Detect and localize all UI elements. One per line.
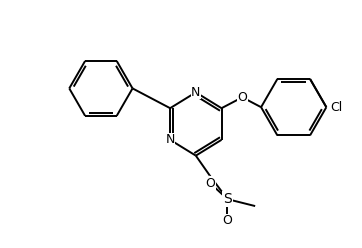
Text: O: O bbox=[206, 177, 216, 190]
Text: O: O bbox=[237, 91, 247, 104]
Text: S: S bbox=[223, 192, 232, 206]
Text: N: N bbox=[165, 133, 175, 146]
Text: Cl: Cl bbox=[330, 101, 342, 114]
Text: N: N bbox=[191, 86, 201, 99]
Text: O: O bbox=[223, 215, 232, 227]
